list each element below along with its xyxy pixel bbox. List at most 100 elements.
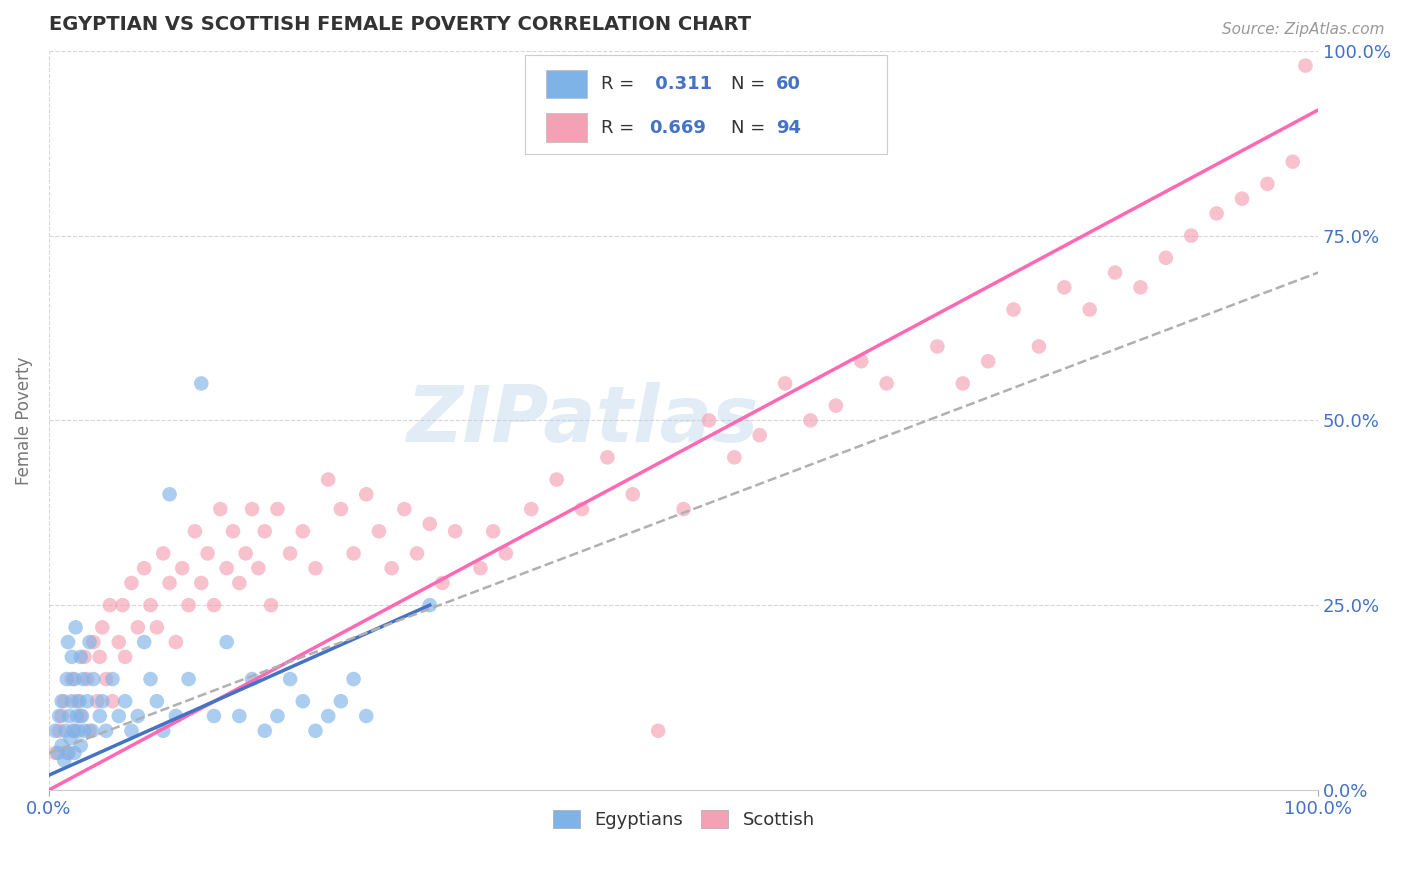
Point	[69, 649, 91, 664]
Point	[215, 561, 238, 575]
Point	[76, 694, 98, 708]
Text: 94: 94	[776, 119, 801, 136]
Point	[291, 524, 314, 539]
Point	[621, 487, 644, 501]
Point	[67, 694, 90, 708]
Point	[228, 576, 250, 591]
Point	[278, 672, 301, 686]
Point	[79, 635, 101, 649]
Point	[329, 694, 352, 708]
Point	[65, 620, 87, 634]
Point	[91, 620, 114, 634]
Point	[1256, 177, 1278, 191]
Point	[647, 723, 669, 738]
Point	[1205, 206, 1227, 220]
Point	[73, 723, 96, 738]
Point	[59, 731, 82, 746]
Point	[266, 502, 288, 516]
Point	[342, 672, 364, 686]
Point	[1294, 59, 1316, 73]
Point	[134, 561, 156, 575]
Point	[278, 546, 301, 560]
Point	[851, 354, 873, 368]
Point	[89, 709, 111, 723]
Point	[1230, 192, 1253, 206]
Point	[356, 709, 378, 723]
Point	[1053, 280, 1076, 294]
Point	[470, 561, 492, 575]
Point	[60, 649, 83, 664]
Point	[1180, 228, 1202, 243]
Point	[799, 413, 821, 427]
Point	[177, 672, 200, 686]
FancyBboxPatch shape	[524, 54, 887, 154]
Point	[55, 672, 77, 686]
Point	[571, 502, 593, 516]
Point	[114, 694, 136, 708]
Point	[46, 746, 69, 760]
Text: R =: R =	[600, 75, 640, 93]
Y-axis label: Female Poverty: Female Poverty	[15, 356, 32, 484]
Point	[697, 413, 720, 427]
Point	[215, 635, 238, 649]
Point	[495, 546, 517, 560]
Text: Source: ZipAtlas.com: Source: ZipAtlas.com	[1222, 22, 1385, 37]
Point	[51, 739, 73, 753]
Point	[291, 694, 314, 708]
Point	[63, 723, 86, 738]
Point	[165, 709, 187, 723]
Point	[73, 649, 96, 664]
Text: 0.311: 0.311	[650, 75, 713, 93]
Point	[222, 524, 245, 539]
Point	[1104, 266, 1126, 280]
Point	[51, 709, 73, 723]
Point	[356, 487, 378, 501]
Text: N =: N =	[731, 75, 770, 93]
Point	[304, 561, 326, 575]
Point	[260, 598, 283, 612]
Point	[70, 709, 93, 723]
Point	[82, 635, 104, 649]
Point	[89, 649, 111, 664]
Point	[82, 723, 104, 738]
Point	[56, 746, 79, 760]
Point	[432, 576, 454, 591]
Point	[60, 694, 83, 708]
Point	[381, 561, 404, 575]
Point	[53, 694, 76, 708]
Point	[406, 546, 429, 560]
Point	[56, 746, 79, 760]
Point	[253, 723, 276, 738]
Point	[1002, 302, 1025, 317]
Text: 0.669: 0.669	[650, 119, 706, 136]
Point	[773, 376, 796, 391]
Point	[127, 620, 149, 634]
Point	[98, 598, 121, 612]
Point	[121, 576, 143, 591]
Point	[79, 723, 101, 738]
Point	[952, 376, 974, 391]
Point	[368, 524, 391, 539]
Point	[1078, 302, 1101, 317]
Point	[159, 576, 181, 591]
Point	[235, 546, 257, 560]
Point	[66, 694, 89, 708]
Point	[202, 709, 225, 723]
Point	[152, 546, 174, 560]
Point	[152, 723, 174, 738]
Point	[190, 576, 212, 591]
Point	[63, 746, 86, 760]
Point	[329, 502, 352, 516]
Point	[197, 546, 219, 560]
Point	[101, 672, 124, 686]
Text: N =: N =	[731, 119, 770, 136]
Point	[596, 450, 619, 465]
Point	[172, 561, 194, 575]
Point	[824, 399, 846, 413]
Point	[111, 598, 134, 612]
Point	[177, 598, 200, 612]
Point	[444, 524, 467, 539]
Point	[228, 709, 250, 723]
Point	[304, 723, 326, 738]
Point	[520, 502, 543, 516]
